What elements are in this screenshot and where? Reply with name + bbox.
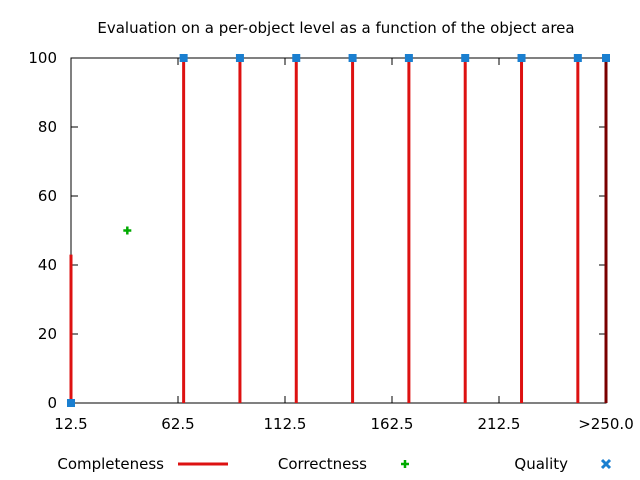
quality-point	[573, 54, 582, 62]
legend-swatch-quality	[600, 458, 612, 470]
y-tick-label: 40	[38, 256, 57, 274]
x-tick-label: 12.5	[54, 415, 87, 433]
y-tick-label: 0	[47, 394, 57, 412]
x-tick-label: 112.5	[264, 415, 307, 433]
quality-point	[517, 54, 526, 62]
quality-point	[235, 54, 244, 62]
y-tick-label: 20	[38, 325, 57, 343]
x-tick-label: 212.5	[478, 415, 521, 433]
legend: Completeness Correctness Quality	[57, 455, 612, 473]
quality-point	[602, 54, 610, 62]
quality-point	[461, 54, 470, 62]
quality-point	[179, 54, 188, 62]
correctness-point	[123, 226, 132, 235]
quality-point	[292, 54, 301, 62]
legend-label-quality: Quality	[514, 455, 568, 473]
legend-label-completeness: Completeness	[57, 455, 164, 473]
y-tick-label: 100	[28, 49, 57, 67]
x-tick-label: 62.5	[161, 415, 194, 433]
plot-area: 0 20 40 60 80 100 12.5 62.5 112.5 162.5 212.5 >250.…	[28, 49, 633, 433]
quality-point	[67, 399, 75, 407]
x-tick-label: 162.5	[371, 415, 414, 433]
y-tick-label: 60	[38, 187, 57, 205]
legend-swatch-correctness	[401, 460, 409, 468]
chart-title: Evaluation on a per-object level as a fu…	[97, 19, 574, 37]
quality-point	[348, 54, 357, 62]
y-tick-label: 80	[38, 118, 57, 136]
plot-frame	[70, 57, 607, 404]
legend-label-correctness: Correctness	[278, 455, 367, 473]
quality-point	[404, 54, 413, 62]
x-tick-label: >250.0	[578, 415, 634, 433]
